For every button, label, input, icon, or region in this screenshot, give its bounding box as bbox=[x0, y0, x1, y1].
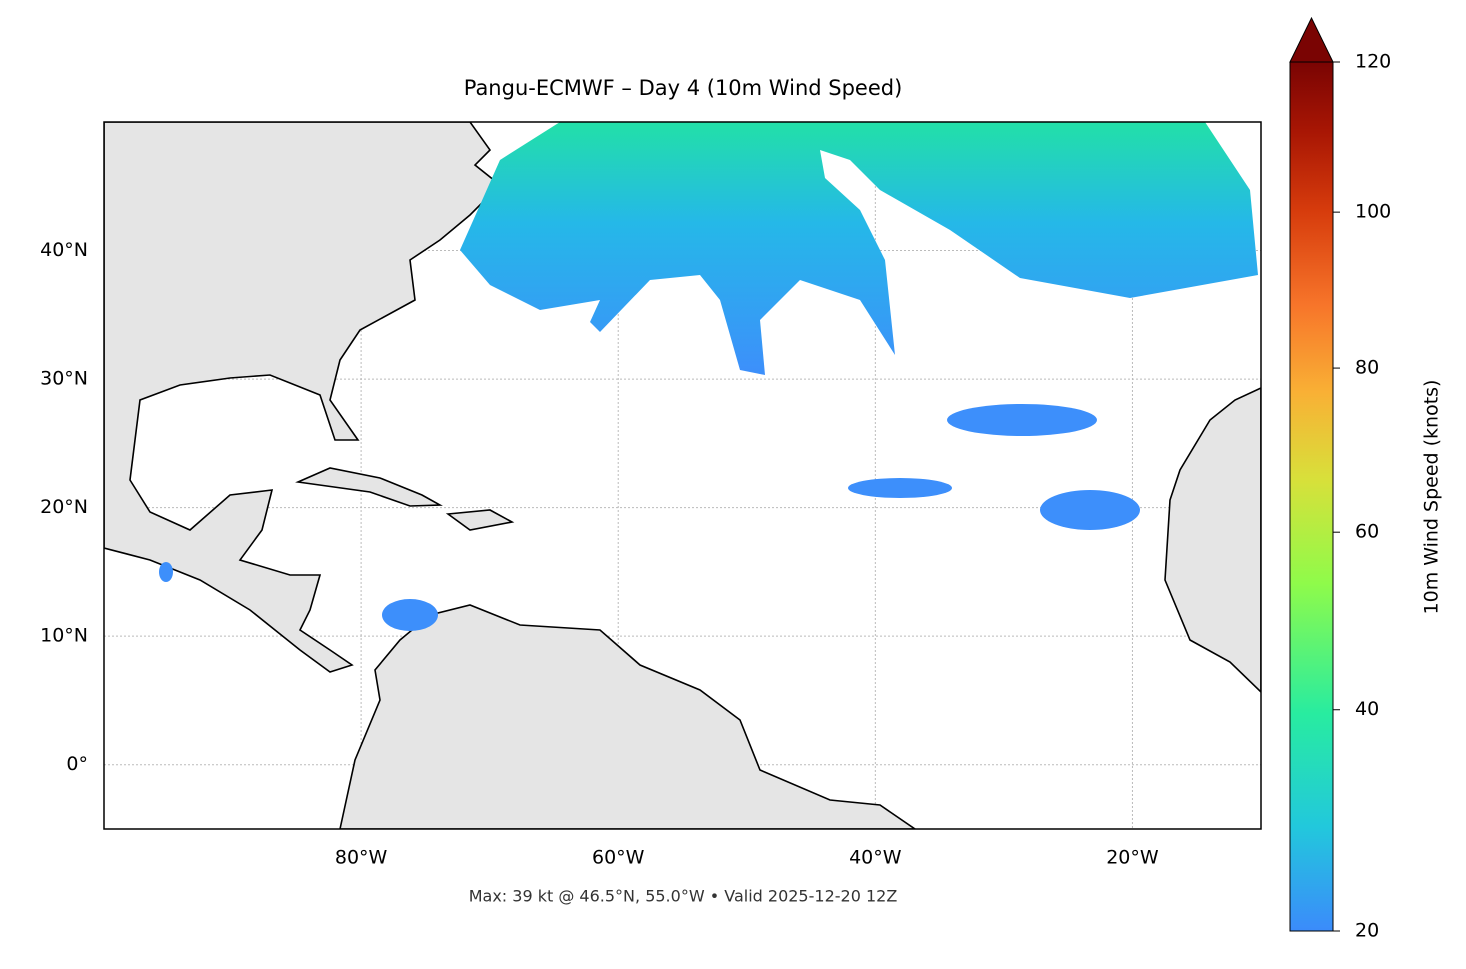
colorbar-tick-label: 40 bbox=[1355, 698, 1379, 720]
x-tick-label: 40°W bbox=[849, 847, 902, 869]
y-tick-label: 10°N bbox=[40, 625, 88, 647]
y-tick-label: 40°N bbox=[40, 239, 88, 261]
colorbar-extend bbox=[1289, 16, 1334, 63]
colorbar-label: 10m Wind Speed (knots) bbox=[1421, 380, 1443, 615]
colorbar-tick-label: 100 bbox=[1355, 201, 1391, 223]
africa bbox=[1164, 387, 1261, 694]
wind-patch bbox=[159, 562, 173, 582]
map-area bbox=[104, 122, 1261, 829]
x-tick-label: 80°W bbox=[335, 847, 388, 869]
axis-ticks: 80°W 60°W 40°W 20°W 0° 10°N 20°N 30°N 40°N bbox=[40, 239, 1159, 868]
south-america bbox=[339, 604, 917, 829]
x-tick-label: 20°W bbox=[1106, 847, 1159, 869]
colorbar-tick-label: 60 bbox=[1355, 521, 1379, 543]
y-tick-label: 20°N bbox=[40, 496, 88, 518]
y-tick-label: 0° bbox=[66, 753, 88, 775]
map-frame bbox=[103, 121, 1262, 830]
colorbar-tick-label: 120 bbox=[1355, 51, 1391, 73]
cuba bbox=[295, 467, 443, 507]
wind-patch bbox=[848, 478, 952, 498]
y-tick-label: 30°N bbox=[40, 368, 88, 390]
wind-patch bbox=[947, 404, 1097, 436]
colorbar bbox=[1289, 61, 1334, 932]
hispaniola bbox=[445, 509, 515, 531]
wind-patch bbox=[382, 599, 438, 631]
wind-patch bbox=[1040, 490, 1140, 530]
north-america bbox=[104, 122, 502, 673]
wind-band bbox=[460, 122, 1258, 375]
map-title: Pangu-ECMWF – Day 4 (10m Wind Speed) bbox=[464, 76, 903, 100]
footer: Max: 39 kt @ 46.5°N, 55.0°W • Valid 2025… bbox=[469, 887, 898, 906]
colorbar-tick-label: 20 bbox=[1355, 920, 1379, 942]
x-tick-label: 60°W bbox=[592, 847, 645, 869]
colorbar-tick-label: 80 bbox=[1355, 357, 1379, 379]
